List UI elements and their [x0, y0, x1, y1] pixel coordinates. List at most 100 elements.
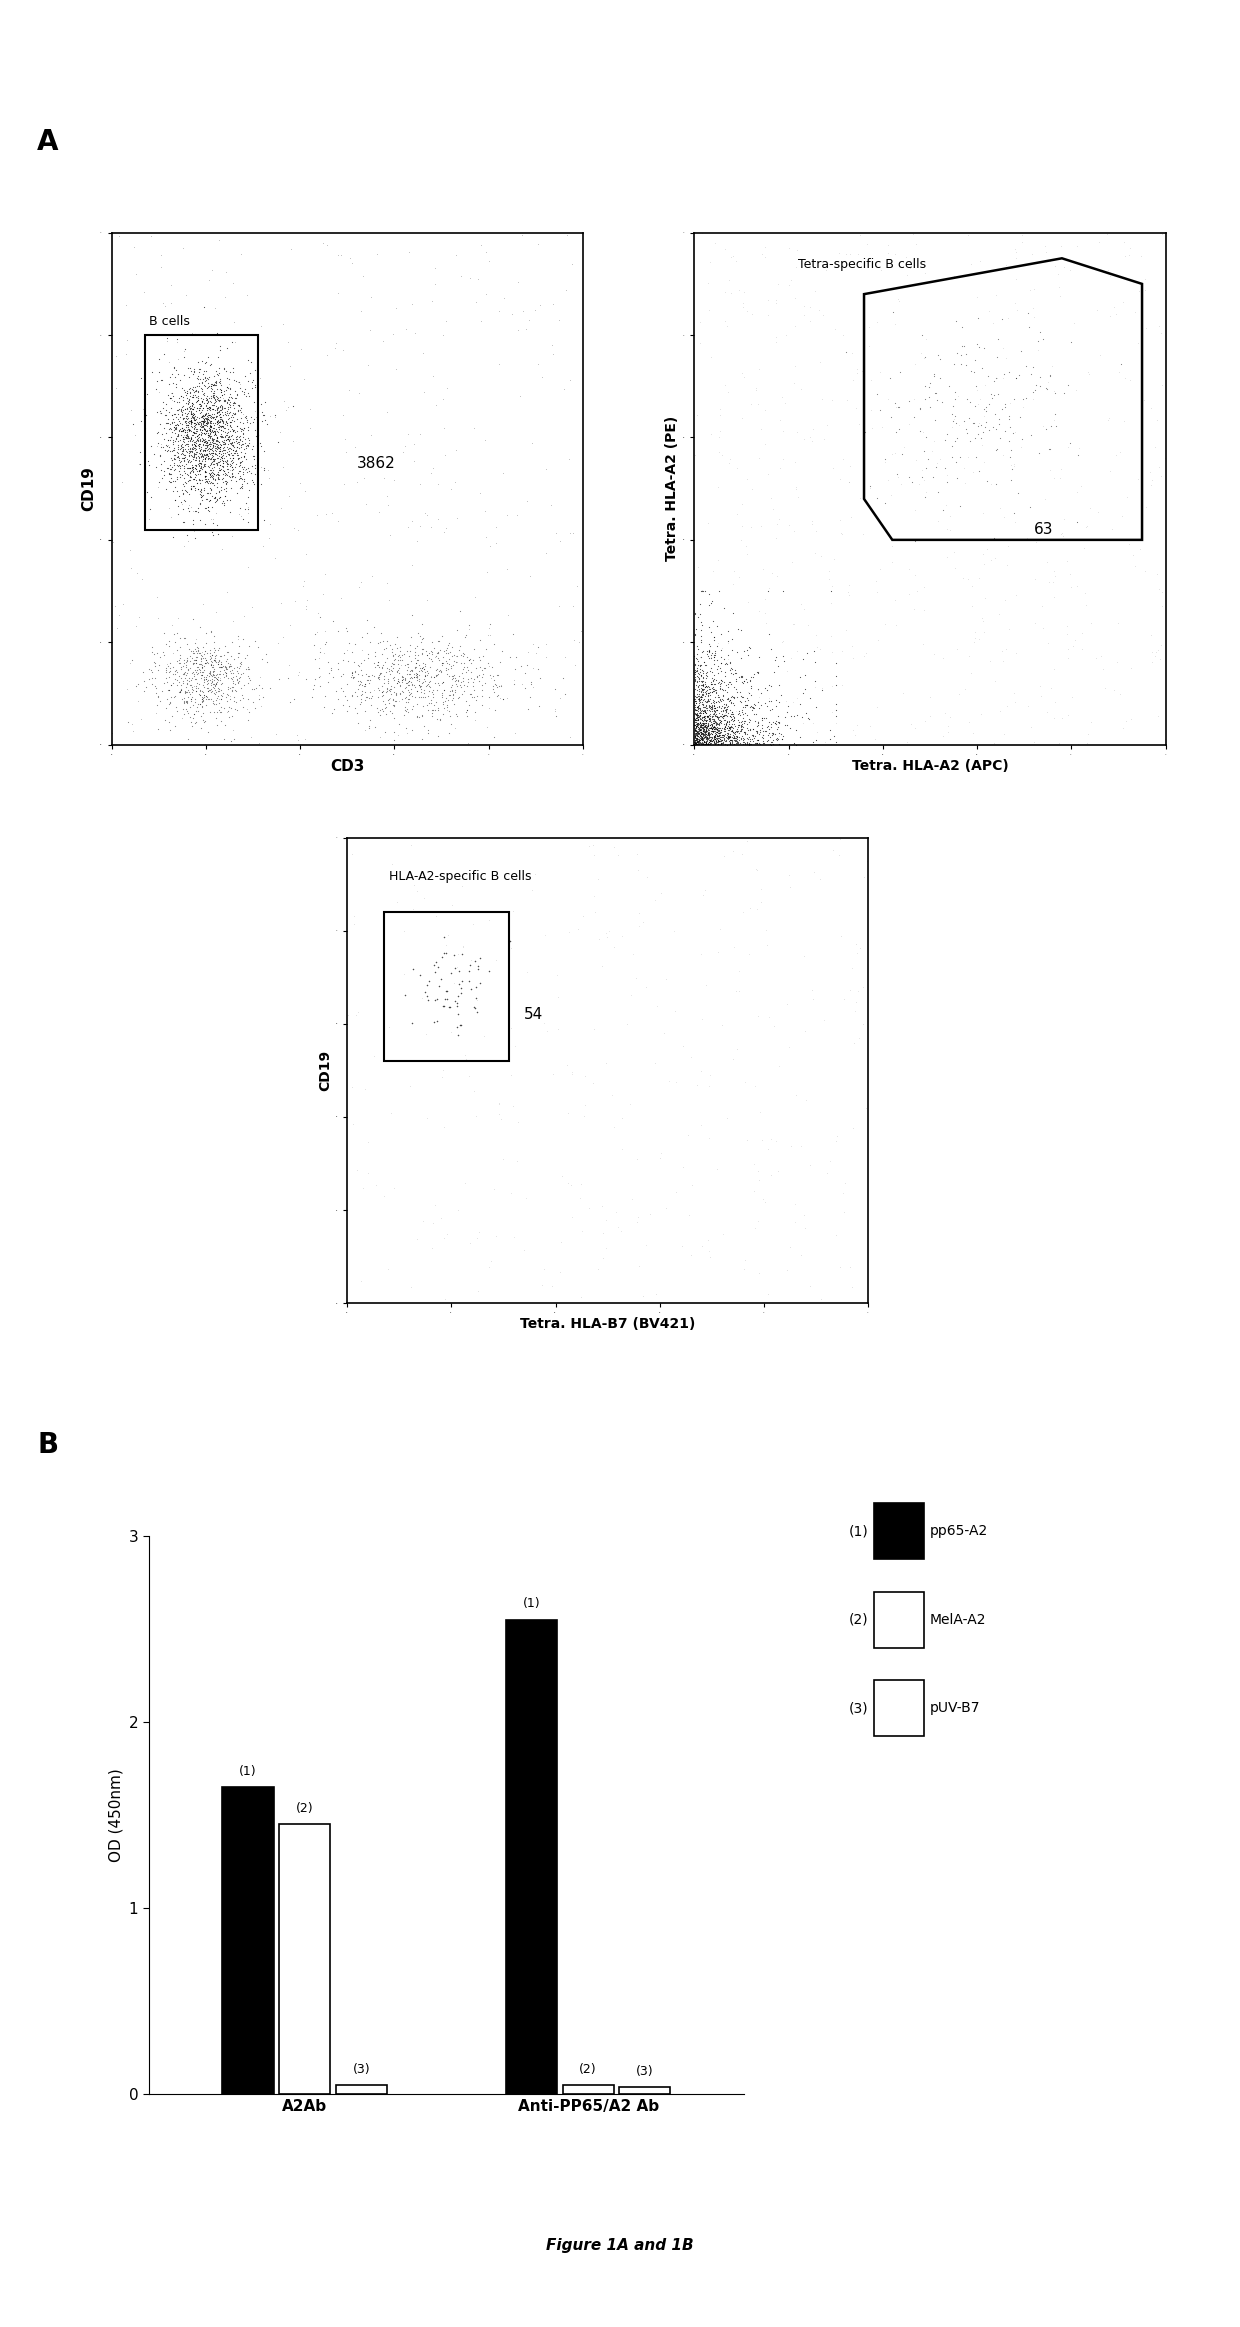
Point: [955, 449, 975, 486]
Point: [445, 659, 465, 696]
Point: [701, 705, 720, 742]
Point: [131, 403, 151, 440]
Point: [713, 717, 733, 754]
Point: [701, 1238, 720, 1275]
Point: [720, 724, 740, 761]
Point: [222, 451, 242, 489]
Point: [218, 668, 238, 705]
Point: [693, 693, 713, 731]
Point: [436, 652, 456, 689]
Point: [195, 421, 215, 458]
Point: [722, 712, 742, 749]
Point: [448, 1017, 467, 1054]
Point: [200, 463, 219, 500]
Point: [835, 1194, 854, 1231]
Point: [197, 426, 217, 463]
Point: [687, 719, 707, 756]
Point: [1092, 649, 1112, 686]
Point: [191, 659, 211, 696]
Point: [200, 389, 219, 426]
Point: [177, 666, 197, 703]
Point: [712, 670, 732, 707]
Point: [231, 389, 250, 426]
Point: [184, 417, 203, 454]
Point: [701, 337, 720, 375]
Point: [196, 435, 216, 472]
Point: [187, 361, 207, 398]
Point: [174, 468, 193, 505]
Point: [252, 384, 272, 421]
Point: [433, 684, 453, 721]
Point: [760, 479, 780, 517]
Point: [265, 396, 285, 433]
Point: [174, 451, 193, 489]
Point: [309, 659, 329, 696]
Point: [985, 377, 1004, 414]
Point: [185, 412, 205, 449]
Point: [210, 389, 229, 426]
Point: [423, 1229, 443, 1266]
Point: [823, 831, 843, 868]
Point: [383, 635, 403, 673]
Point: [696, 726, 715, 763]
Point: [714, 693, 734, 731]
Point: [198, 679, 218, 717]
Point: [924, 458, 944, 496]
Point: [196, 414, 216, 451]
Point: [689, 647, 709, 684]
Point: [706, 689, 725, 726]
Point: [849, 928, 869, 966]
Point: [702, 712, 722, 749]
Point: [782, 605, 802, 642]
Point: [549, 679, 569, 717]
Point: [414, 496, 434, 533]
Point: [396, 661, 415, 698]
Point: [181, 403, 201, 440]
Point: [889, 389, 909, 426]
Point: [906, 226, 926, 263]
Point: [1042, 407, 1061, 444]
Point: [211, 645, 231, 682]
Point: [745, 703, 765, 740]
Point: [180, 430, 200, 468]
Point: [232, 465, 252, 503]
Point: [185, 410, 205, 447]
Point: [584, 835, 604, 873]
Point: [184, 414, 203, 451]
Point: [686, 717, 706, 754]
Point: [986, 430, 1006, 468]
Point: [694, 717, 714, 754]
Point: [1038, 370, 1058, 407]
Point: [862, 361, 882, 398]
Point: [191, 386, 211, 424]
Point: [686, 691, 706, 728]
Point: [179, 652, 198, 689]
Point: [174, 449, 193, 486]
Point: [699, 712, 719, 749]
Point: [750, 675, 770, 712]
Point: [207, 507, 227, 545]
Point: [1030, 668, 1050, 705]
Point: [210, 379, 229, 417]
Point: [722, 275, 742, 312]
Point: [1109, 354, 1128, 391]
Point: [755, 670, 775, 707]
Point: [420, 454, 440, 491]
Point: [181, 403, 201, 440]
Point: [689, 691, 709, 728]
Point: [697, 668, 717, 705]
Point: [429, 654, 449, 691]
Point: [232, 470, 252, 507]
Point: [198, 435, 218, 472]
Point: [713, 724, 733, 761]
Point: [161, 379, 181, 417]
Point: [234, 437, 254, 475]
Point: [706, 684, 725, 721]
Point: [206, 456, 226, 493]
Point: [212, 440, 232, 477]
Point: [208, 442, 228, 479]
Point: [443, 659, 463, 696]
Point: [1114, 710, 1133, 747]
Point: [228, 424, 248, 461]
Point: [201, 647, 221, 684]
